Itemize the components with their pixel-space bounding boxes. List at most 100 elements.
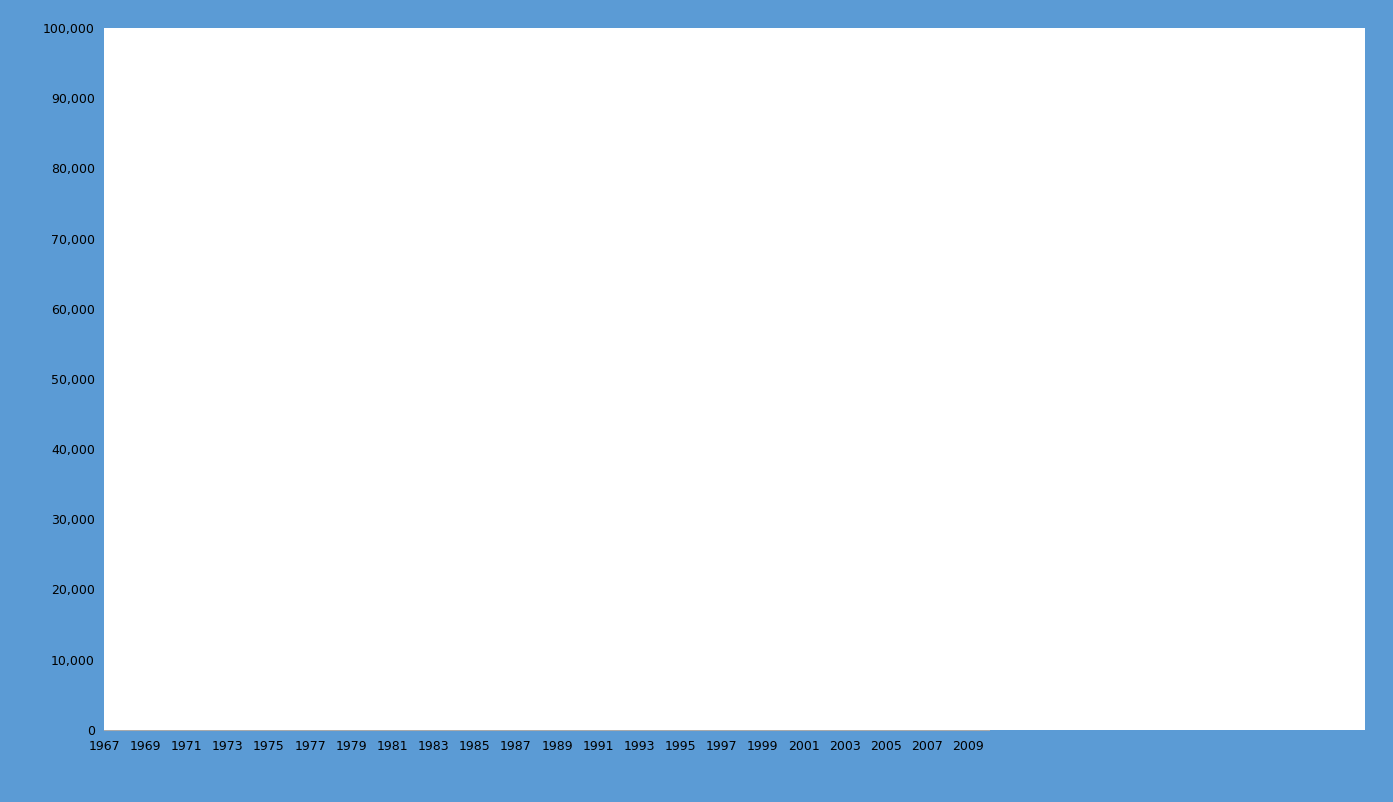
- 25-34 years: [260, 367, 277, 377]
- 65 and older: [981, 388, 997, 398]
- 45-54 years: [281, 248, 298, 257]
- Line: 35-44 years: 35-44 years: [104, 133, 989, 330]
- 25-34 years: [117, 367, 134, 377]
- 55-64 years: [199, 332, 216, 342]
- 45-54 years: [713, 107, 730, 117]
- 15-24 years: [528, 469, 545, 479]
- 45-54 years: [652, 143, 669, 152]
- 25-34 years: [220, 346, 237, 356]
- 35-44 years: [364, 276, 380, 286]
- 35-44 years: [549, 199, 566, 209]
- 35-44 years: [178, 297, 195, 306]
- 55-64 years: [816, 178, 833, 188]
- 65 and older: [878, 416, 894, 426]
- 35-44 years: [898, 143, 915, 152]
- 35-44 years: [589, 227, 606, 237]
- 55-64 years: [425, 311, 442, 321]
- 35-44 years: [467, 234, 483, 244]
- 65 and older: [589, 444, 606, 454]
- 65 and older: [631, 452, 648, 461]
- 25-34 years: [364, 367, 380, 377]
- 65 and older: [692, 444, 709, 454]
- 65 and older: [610, 444, 627, 454]
- 35-44 years: [507, 199, 524, 209]
- 15-24 years: [199, 476, 216, 485]
- 45-54 years: [364, 234, 380, 244]
- 15-24 years: [589, 493, 606, 503]
- 15-24 years: [220, 472, 237, 482]
- 55-64 years: [775, 171, 791, 180]
- 35-44 years: [857, 143, 873, 152]
- 15-24 years: [240, 480, 256, 489]
- 25-34 years: [960, 290, 976, 299]
- 25-34 years: [981, 290, 997, 299]
- 25-34 years: [425, 374, 442, 384]
- 45-54 years: [260, 255, 277, 265]
- 25-34 years: [446, 346, 462, 356]
- 45-54 years: [488, 220, 504, 229]
- 55-64 years: [96, 381, 113, 391]
- 15-24 years: [570, 469, 586, 479]
- 15-24 years: [610, 497, 627, 507]
- 15-24 years: [857, 437, 873, 447]
- 65 and older: [816, 423, 833, 433]
- 15-24 years: [981, 444, 997, 454]
- 35-44 years: [734, 164, 751, 173]
- 15-24 years: [755, 430, 772, 439]
- 65 and older: [240, 521, 256, 531]
- 55-64 years: [240, 332, 256, 342]
- 45-54 years: [302, 248, 319, 257]
- 55-64 years: [713, 213, 730, 222]
- 25-34 years: [302, 360, 319, 370]
- 55-64 years: [939, 164, 956, 173]
- Line: 45-54 years: 45-54 years: [104, 71, 989, 316]
- 15-24 years: [837, 444, 854, 454]
- 35-44 years: [240, 276, 256, 286]
- 55-64 years: [343, 304, 359, 314]
- 45-54 years: [117, 283, 134, 293]
- 25-34 years: [343, 339, 359, 349]
- 55-64 years: [589, 269, 606, 278]
- 45-54 years: [384, 234, 401, 244]
- 45-54 years: [138, 269, 155, 278]
- 25-34 years: [631, 339, 648, 349]
- 65 and older: [281, 515, 298, 525]
- 25-34 years: [857, 255, 873, 265]
- 45-54 years: [96, 311, 113, 321]
- 45-54 years: [878, 87, 894, 96]
- 15-24 years: [425, 497, 442, 507]
- 55-64 years: [692, 234, 709, 244]
- 65 and older: [467, 493, 483, 503]
- 45-54 years: [570, 156, 586, 166]
- 45-54 years: [240, 248, 256, 257]
- 55-64 years: [857, 171, 873, 180]
- 45-54 years: [549, 128, 566, 138]
- 15-24 years: [795, 409, 812, 419]
- 65 and older: [425, 508, 442, 517]
- 35-44 years: [671, 192, 688, 201]
- 55-64 years: [220, 325, 237, 334]
- 15-24 years: [343, 458, 359, 468]
- 65 and older: [488, 486, 504, 496]
- 65 and older: [199, 515, 216, 525]
- 35-44 years: [199, 283, 216, 293]
- 45-54 years: [467, 234, 483, 244]
- Line: 55-64 years: 55-64 years: [104, 168, 989, 386]
- 35-44 years: [816, 143, 833, 152]
- 65 and older: [260, 515, 277, 525]
- 15-24 years: [652, 486, 669, 496]
- 35-44 years: [302, 283, 319, 293]
- 55-64 years: [302, 339, 319, 349]
- 55-64 years: [528, 269, 545, 278]
- 25-34 years: [549, 325, 566, 334]
- 45-54 years: [795, 94, 812, 103]
- 65 and older: [96, 542, 113, 552]
- 65 and older: [549, 465, 566, 475]
- 35-44 years: [939, 143, 956, 152]
- 55-64 years: [610, 276, 627, 286]
- 65 and older: [570, 452, 586, 461]
- 25-34 years: [816, 283, 833, 293]
- 55-64 years: [898, 171, 915, 180]
- 25-34 years: [384, 367, 401, 377]
- 35-44 years: [425, 276, 442, 286]
